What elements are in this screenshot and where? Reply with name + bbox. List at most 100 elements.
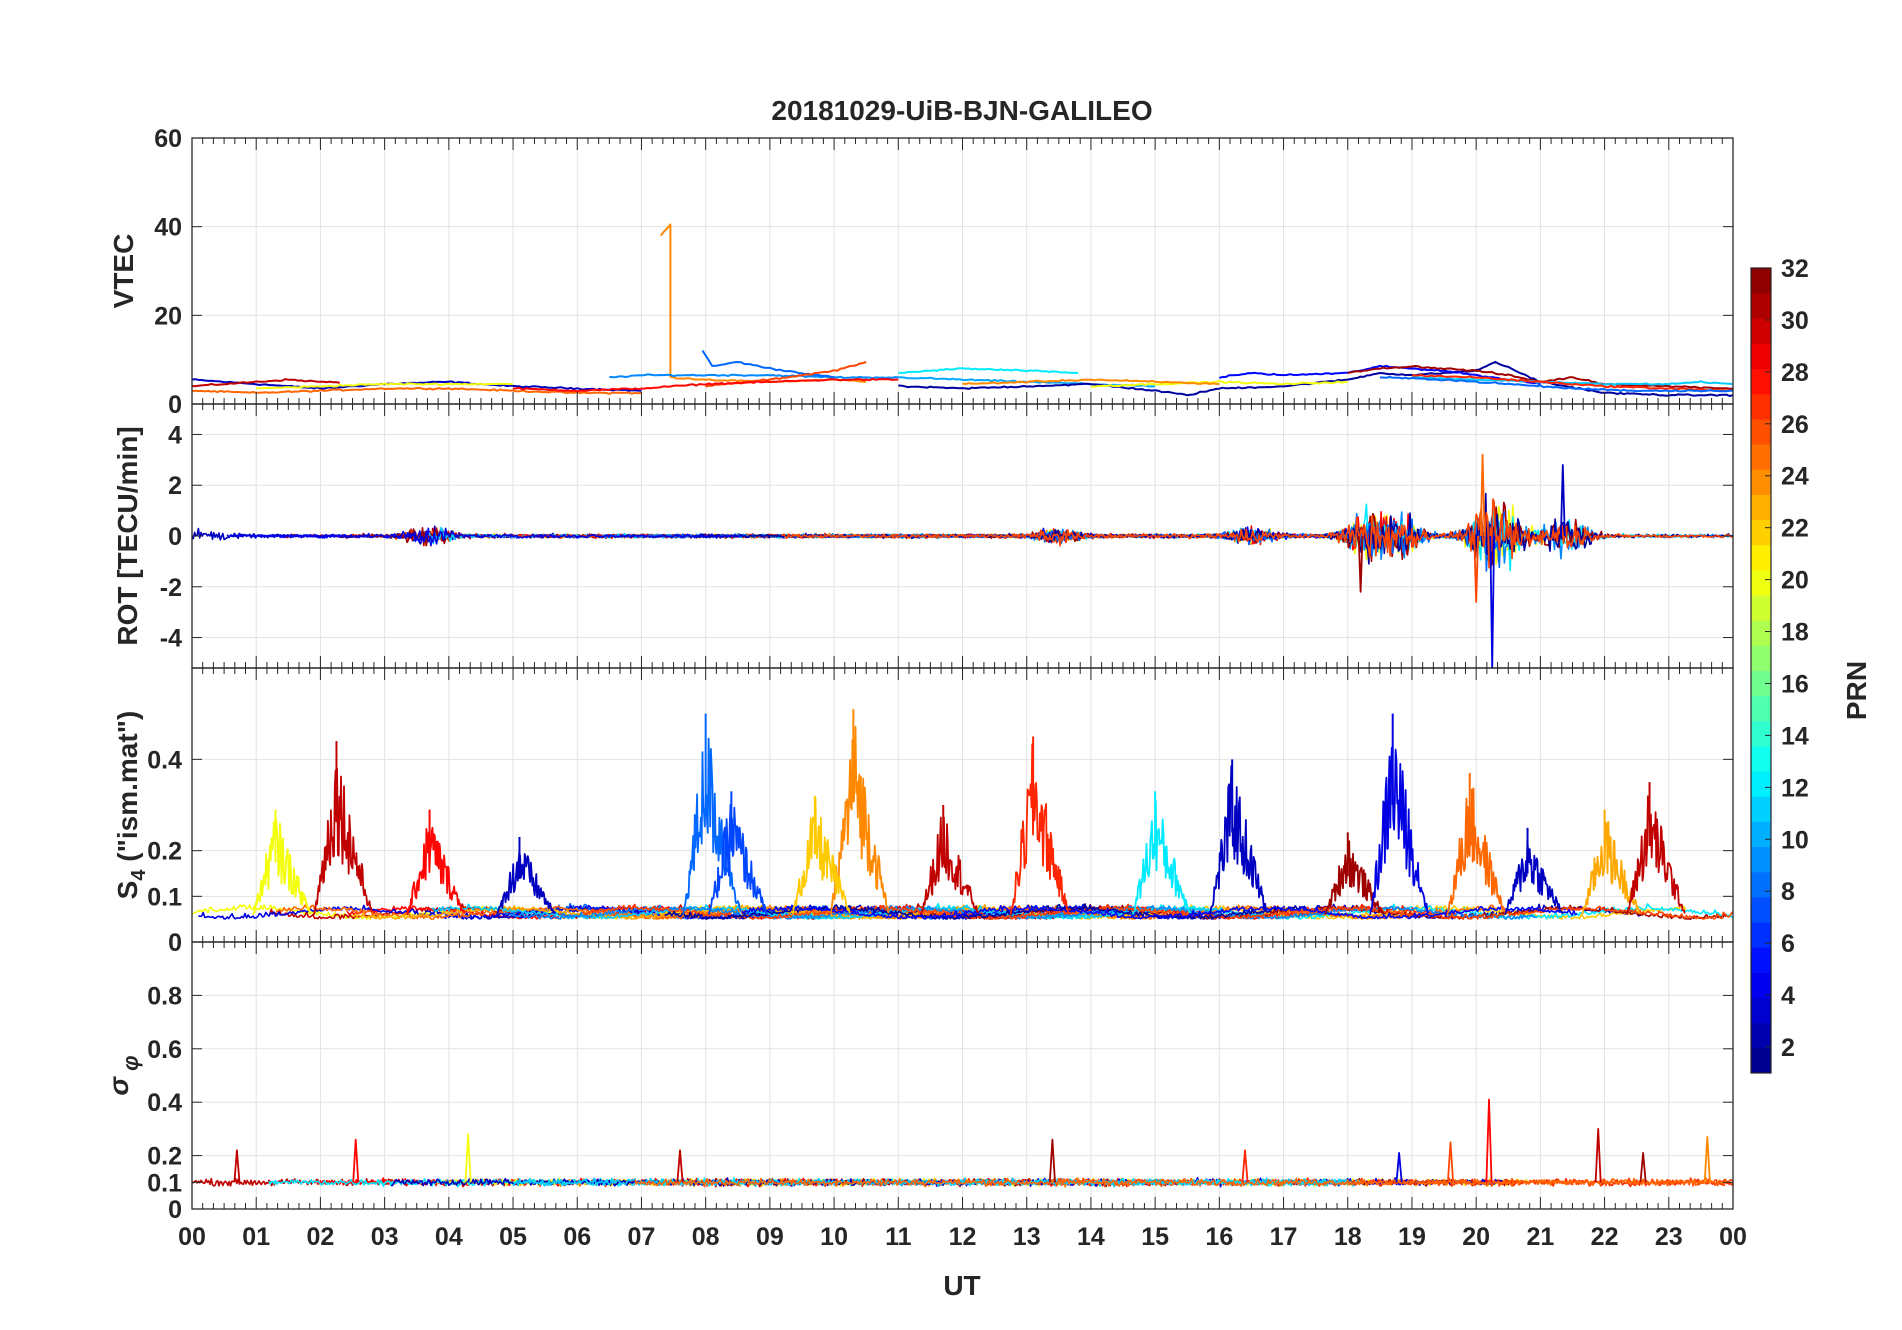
y-tick-label: 0.1 [147,883,182,911]
x-tick-label: 01 [242,1223,270,1251]
colorbar-tick-label: 8 [1781,878,1795,906]
vtec-series-prn-9 [609,373,899,380]
x-tick-label: 18 [1334,1223,1362,1251]
colorbar-tick-label: 20 [1781,567,1809,595]
x-tick-label: 04 [435,1223,463,1251]
colorbar-tick-label: 22 [1781,515,1809,543]
panel-s4: 0 0.1 0.2 0.4S4 ("ism.mat") [112,667,1734,957]
x-tick-label: 23 [1655,1223,1683,1251]
colorbar-tick-label: 26 [1781,411,1809,439]
x-tick-label: 15 [1141,1223,1169,1251]
s4-peak-prn-30 [1626,795,1686,915]
sigma-peak-prn-30 [233,1149,241,1183]
s4-peak-prn-3 [1504,838,1564,915]
colorbar-swatch [1751,519,1771,546]
y-tick-label: 0 [168,523,182,551]
rot-frame: -4 -2 0 2 4 ROT [TECU/min] [112,403,1734,669]
colorbar-tick-label: 32 [1781,255,1809,283]
sigma-peak-prn-4 [1395,1152,1403,1183]
colorbar-tick-label: 2 [1781,1034,1795,1062]
sigma-peak-prn-31 [1639,1152,1647,1183]
s4-base-prn-26 [586,904,1734,920]
sigma-peak-prn-30 [676,1149,684,1183]
panel-sigma_phi: 00.10.2 0.4 0.6 0.8 00 01 02 03 04 05 06 07 08 09 10 11… [103,941,1747,1251]
vtec-series-prn-28 [512,377,899,393]
vtec-series-prn-24 [962,378,1220,386]
vtec-series-prn-12 [898,367,1079,374]
colorbar-swatch [1751,418,1771,445]
colorbar-swatch [1751,1022,1771,1049]
sigma-peak-prn-30 [1594,1128,1602,1183]
x-tick-label: 21 [1526,1223,1554,1251]
rot-spike-prn-25 [1479,453,1486,537]
colorbar-swatch [1751,494,1771,521]
vtec-series-prn-30 [191,378,340,388]
y-tick-label: 0 [168,929,182,957]
colorbar-frame [1750,267,1772,1074]
vtec-series-prn-25 [191,386,642,395]
s4-peak-prn-30 [313,767,373,915]
s4-peak-prn-7 [708,803,768,915]
colorbar-swatch [1751,997,1771,1024]
x-tick-label: 20 [1462,1223,1490,1251]
x-tick-label: 03 [371,1223,399,1251]
s4-ylabel: S4 ("ism.mat") [112,711,150,900]
y-tick-label: 2 [168,472,182,500]
x-tick-label: 11 [885,1223,912,1251]
vtec-ylabel: VTEC [108,234,139,309]
vtec-series-prn-20 [256,382,513,390]
y-tick-label: -2 [160,574,182,602]
s4-peak-prn-24 [830,726,890,915]
s4-peak-prn-4 [1369,746,1429,915]
colorbar-tick-label: 24 [1781,463,1809,491]
colorbar-swatch [1751,922,1771,948]
vtec-series [191,223,1734,397]
colorbar-swatch [1751,569,1771,596]
colorbar-tick-label: 16 [1781,670,1809,698]
vtec-frame: 0 20 40 60 VTEC [108,125,1734,419]
colorbar-swatch [1751,947,1771,973]
rot-spike-prn-3 [1560,464,1566,537]
colorbar-tick-label: 14 [1781,722,1809,750]
y-tick-label: 0 [168,391,182,419]
s4-peak-prn-12 [1131,800,1192,915]
colorbar-swatch [1751,846,1771,873]
y-tick-label: 0 [168,1196,182,1224]
colorbar-swatch [1751,695,1771,722]
colorbar-tick-label: 30 [1781,307,1809,335]
colorbar-swatch [1751,972,1771,999]
colorbar-tick-label: 18 [1781,619,1809,647]
rot-spike-prn-31 [1357,535,1364,593]
x-tick-label: 19 [1398,1223,1426,1251]
colorbar-swatch [1751,896,1771,923]
x-tick-label: 17 [1270,1223,1298,1251]
vtec-series-prn-8 [1379,376,1734,393]
s4-base-prn-5 [741,904,1578,920]
colorbar-tick-label: 10 [1781,826,1809,854]
y-tick-label: 0.2 [147,838,182,866]
sigma-series-prn-4 [923,1177,1503,1188]
sigma-series-prn-25 [634,1177,1728,1188]
s4-peak-prn-22 [791,797,851,915]
rot-series-prn-26 [781,498,1734,569]
s4-frame: 0 0.1 0.2 0.4S4 ("ism.mat") [112,667,1734,957]
x-tick-label: 00 [1719,1223,1747,1251]
colorbar-swatch [1751,1047,1771,1074]
y-tick-label: 0.8 [147,982,182,1010]
x-axis-label: UT [943,1270,980,1301]
s4-peak-prn-3 [1208,765,1268,915]
sigma-peak-prn-28 [1485,1098,1493,1183]
x-tick-label: 05 [499,1223,527,1251]
colorbar-swatch [1751,771,1771,797]
x-tick-label: 00 [178,1223,206,1251]
colorbar-swatch [1751,469,1771,495]
s4-peak-prn-28 [406,826,466,915]
s4-peak-prn-8 [682,737,742,915]
y-tick-label: 4 [168,421,182,449]
s4-peak-prn-27 [1009,743,1070,915]
s4-series [191,709,1734,920]
colorbar-swatch [1751,821,1771,848]
y-tick-label: -4 [160,625,182,653]
sigma-peak-prn-31 [1048,1138,1056,1183]
